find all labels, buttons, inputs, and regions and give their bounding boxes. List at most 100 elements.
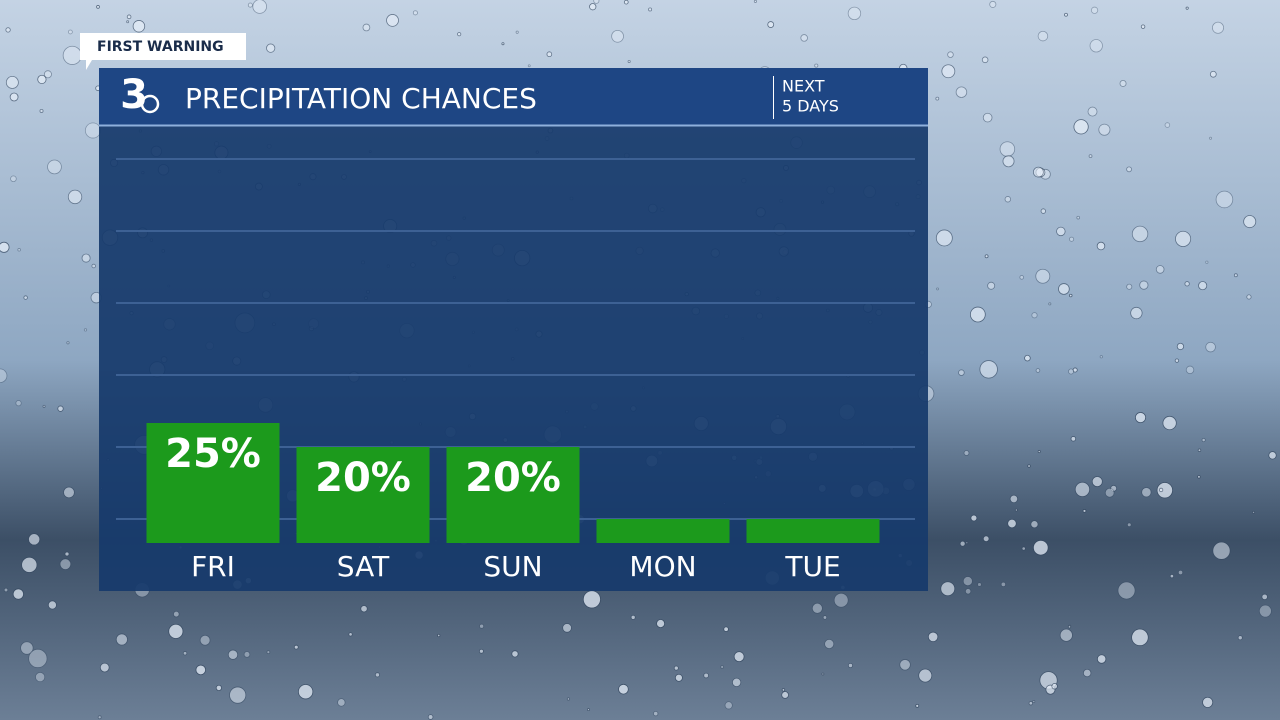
raindrop [982,535,990,543]
raindrop [982,112,993,123]
raindrop [1068,368,1075,375]
raindrop [1131,628,1149,647]
bar [296,447,430,543]
raindrop [527,64,531,68]
raindrop [83,328,88,332]
raindrop [1009,494,1019,504]
raindrop [1119,79,1127,87]
raindrop [1246,294,1252,300]
raindrop [1056,226,1066,237]
raindrop [348,632,353,637]
raindrop [21,556,38,573]
raindrop [1064,12,1068,17]
raindrop [182,651,188,656]
raindrop [57,405,64,412]
plot: 25% FRI 20% SAT 20% SUN MON TUE [116,158,915,583]
raindrop [1174,358,1180,363]
raindrop [999,141,1016,157]
raindrop [437,633,441,638]
raindrop [0,241,10,253]
raindrop [1035,368,1041,373]
x-tick-label: FRI [191,550,235,583]
raindrop [627,59,631,64]
raindrop [1215,190,1234,209]
raindrop [656,619,666,629]
raindrop [1212,541,1231,560]
raindrop [723,626,729,632]
raindrop [940,581,956,597]
raindrop [1051,683,1058,690]
raindrop [173,610,180,618]
raindrop [703,672,709,679]
raindrop [1268,451,1277,460]
raindrop [67,29,73,35]
raindrop [947,51,954,58]
raindrop [1058,283,1070,295]
raindrop [28,533,41,546]
raindrop [479,623,485,629]
raindrop [374,672,380,678]
raindrop [1131,225,1149,243]
raindrop [1007,518,1017,529]
raindrop [1117,581,1136,600]
raindrop [12,588,24,600]
logo-eye [140,94,160,114]
raindrop [899,659,911,671]
raindrop [1069,293,1073,298]
bar [446,447,580,543]
raindrop [15,400,22,407]
raindrop [3,587,9,593]
raindrop [1091,476,1103,488]
raindrop [511,650,519,658]
raindrop [987,281,996,290]
raindrop [814,63,819,68]
raindrop [115,633,128,646]
raindrop [360,605,368,613]
raindrop [515,30,519,34]
raindrop [1110,484,1118,492]
raindrop [962,576,973,587]
raindrop [1073,119,1089,135]
raindrop [1237,635,1243,641]
header-bar [99,68,928,125]
raindrop [753,0,757,3]
raindrop [977,582,982,587]
raindrop [362,23,371,32]
raindrop [733,651,745,663]
raindrop [1139,280,1149,290]
raindrop [1134,412,1147,424]
raindrop [618,683,629,695]
raindrop [457,32,462,37]
raindrop [1074,481,1091,498]
bar [746,519,880,543]
raindrop [1059,628,1073,642]
raindrop [97,715,102,720]
raindrop [589,3,597,11]
raindrop [215,684,222,692]
raindrop [43,70,52,79]
raindrop [811,602,823,614]
raindrop [195,664,206,676]
raindrop [1252,510,1256,514]
raindrop [1162,415,1177,431]
raindrop [47,600,57,610]
bar [146,423,280,543]
raindrop [1205,260,1209,264]
raindrop [412,10,418,16]
raindrop [1126,283,1133,290]
raindrop [247,2,253,8]
raindrop [1014,508,1018,512]
x-tick-label: SAT [337,550,390,583]
raindrop [37,74,47,85]
raindrop [1243,215,1257,229]
raindrop [935,96,940,101]
raindrop [989,0,997,8]
raindrop [958,369,965,376]
raindrop [1088,154,1093,158]
raindrop [1000,581,1007,588]
raindrop [1158,487,1164,493]
bar [596,519,730,543]
raindrop [918,668,933,683]
raindrop [17,248,21,252]
